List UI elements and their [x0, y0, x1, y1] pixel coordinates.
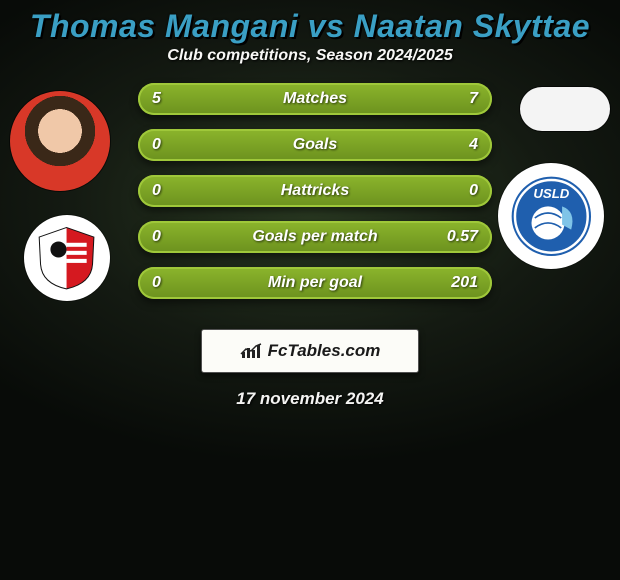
stat-label: Goals per match	[138, 228, 492, 246]
brand-card[interactable]: FcTables.com	[201, 329, 419, 373]
brand-text: FcTables.com	[268, 341, 381, 361]
stat-right-value: 0.57	[447, 228, 478, 246]
stat-row-goals: 0 Goals 4	[138, 129, 492, 161]
bar-chart-icon	[240, 342, 262, 360]
svg-text:USLD: USLD	[533, 186, 569, 201]
stat-right-value: 201	[451, 274, 478, 292]
stat-label: Goals	[138, 136, 492, 154]
stat-row-matches: 5 Matches 7	[138, 83, 492, 115]
stats-pill-group: 5 Matches 7 0 Goals 4 0 Hattricks 0 0 Go…	[138, 83, 492, 313]
comparison-area: USLD 5 Matches 7 0 Goals 4 0 Hattricks 0	[0, 83, 620, 323]
stat-row-hattricks: 0 Hattricks 0	[138, 175, 492, 207]
stat-label: Min per goal	[138, 274, 492, 292]
footer-date: 17 november 2024	[0, 373, 620, 409]
stat-label: Hattricks	[138, 182, 492, 200]
player-right-avatar	[520, 87, 610, 131]
page-title: Thomas Mangani vs Naatan Skyttae	[0, 0, 620, 47]
stat-row-goals-per-match: 0 Goals per match 0.57	[138, 221, 492, 253]
stat-label: Matches	[138, 90, 492, 108]
player-right-club-badge: USLD	[498, 163, 604, 269]
player-left-avatar	[10, 91, 110, 191]
stat-right-value: 4	[469, 136, 478, 154]
stat-right-value: 7	[469, 90, 478, 108]
season-subtitle: Club competitions, Season 2024/2025	[0, 47, 620, 83]
player-left-club-badge	[24, 215, 110, 301]
stat-row-min-per-goal: 0 Min per goal 201	[138, 267, 492, 299]
stat-right-value: 0	[469, 182, 478, 200]
